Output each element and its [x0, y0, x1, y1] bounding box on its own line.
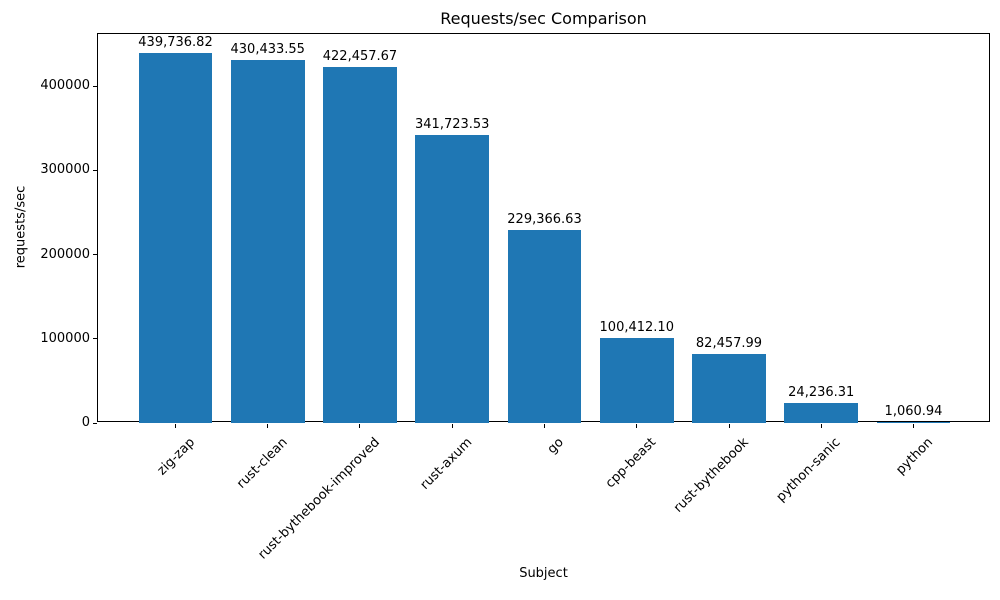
x-tick-mark — [544, 424, 545, 428]
bar-value-label: 1,060.94 — [884, 404, 943, 419]
bar — [692, 353, 766, 423]
bar — [599, 338, 674, 423]
bar-value-label: 439,736.82 — [138, 34, 213, 50]
bar — [507, 229, 582, 423]
x-tick-mark — [267, 424, 269, 428]
y-tick-mark — [93, 338, 97, 340]
bar-value-label: 100,412.10 — [599, 320, 674, 336]
x-tick-label: rust-clean — [233, 435, 291, 492]
y-tick-mark — [93, 169, 97, 171]
x-tick-label: python — [893, 435, 937, 478]
bar — [138, 52, 213, 423]
x-tick-mark — [359, 424, 361, 428]
x-tick-label: rust-bythebook — [670, 435, 752, 516]
x-tick-mark — [820, 424, 822, 428]
x-tick-label: python-sanic — [773, 435, 844, 505]
bar — [323, 67, 397, 423]
x-tick-mark — [728, 424, 730, 428]
y-tick-label: 200000 — [40, 246, 90, 262]
x-tick-label: go — [545, 435, 568, 458]
bar-value-label: 422,457.67 — [322, 49, 398, 65]
y-tick-label: 100000 — [40, 330, 90, 346]
bar-value-label: 341,723.53 — [415, 117, 490, 133]
y-tick-mark — [93, 422, 97, 424]
x-tick-mark — [451, 424, 453, 428]
x-axis-label: Subject — [519, 566, 568, 581]
x-tick-label: cpp-beast — [603, 435, 660, 492]
bar-value-label: 430,433.55 — [230, 42, 305, 58]
bar — [784, 402, 859, 423]
y-tick-mark — [93, 254, 97, 255]
bar — [876, 422, 951, 423]
chart-title: Requests/sec Comparison — [440, 9, 647, 28]
x-tick-mark — [174, 424, 176, 428]
bar — [230, 60, 305, 423]
x-tick-mark — [636, 424, 638, 428]
x-tick-mark — [913, 424, 914, 428]
y-tick-label: 300000 — [40, 162, 90, 178]
bar-value-label: 82,457.99 — [695, 335, 763, 351]
y-tick-label: 0 — [81, 415, 90, 430]
y-tick-label: 400000 — [40, 78, 90, 93]
bar — [415, 135, 490, 423]
y-tick-mark — [93, 85, 97, 87]
bar-value-label: 229,366.63 — [507, 211, 582, 227]
x-tick-label: zig-zap — [154, 435, 199, 479]
bar-value-label: 24,236.31 — [788, 384, 855, 400]
plot-area: 0 100000 200000 300000 400000 439,736.82 zig-z… — [40, 33, 990, 562]
x-tick-label: rust-axum — [417, 435, 475, 493]
